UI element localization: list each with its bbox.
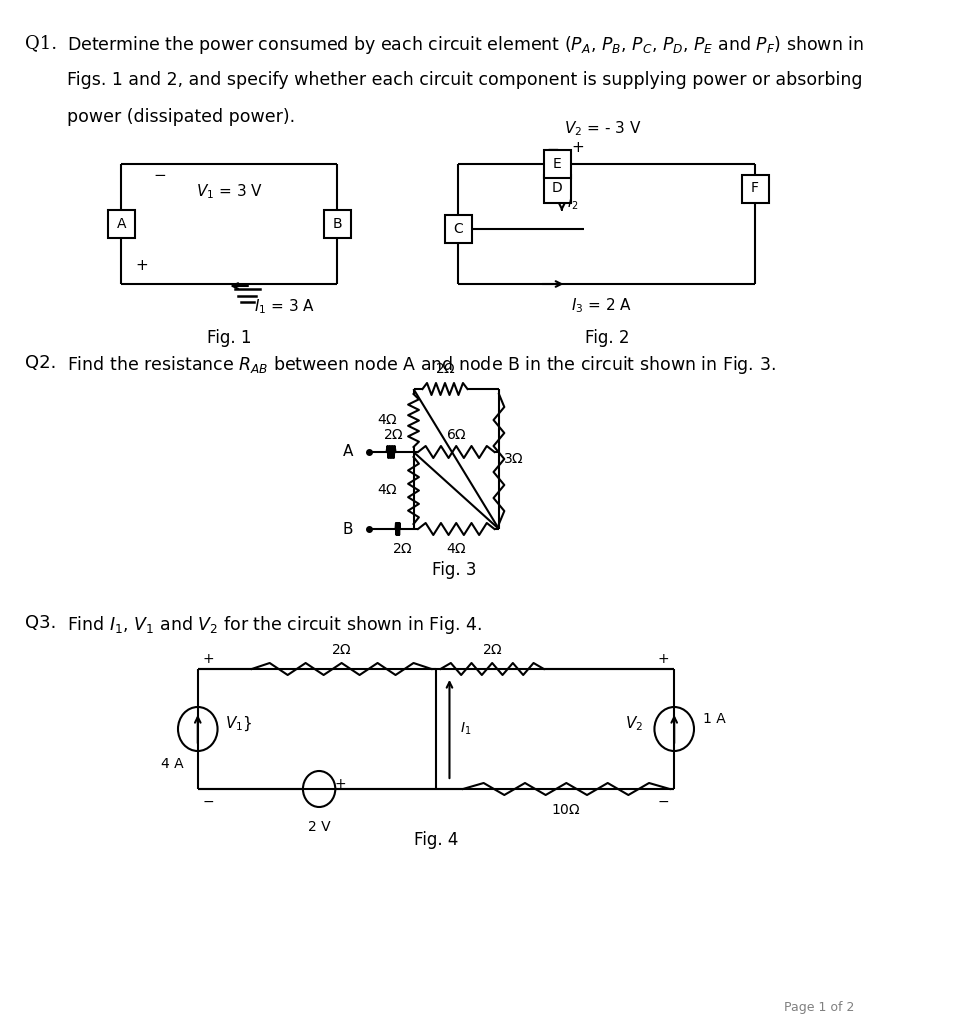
Bar bbox=[742, 174, 769, 203]
Text: $V_1$ = 3 V: $V_1$ = 3 V bbox=[196, 182, 263, 202]
Text: $+$: $+$ bbox=[658, 652, 670, 666]
Text: $V_2$ = - 3 V: $V_2$ = - 3 V bbox=[563, 120, 641, 138]
Text: Page 1 of 2: Page 1 of 2 bbox=[784, 1001, 854, 1014]
Bar bbox=[445, 215, 472, 243]
Bar bbox=[544, 150, 571, 178]
Bar bbox=[544, 174, 571, 203]
Text: 2$\Omega$: 2$\Omega$ bbox=[482, 643, 503, 657]
Text: 2$\Omega$: 2$\Omega$ bbox=[434, 362, 456, 376]
Text: $V_1 \}$: $V_1 \}$ bbox=[224, 715, 252, 733]
Text: 4$\Omega$: 4$\Omega$ bbox=[378, 483, 398, 498]
Text: Q1.: Q1. bbox=[25, 34, 58, 52]
Text: 2$\Omega$: 2$\Omega$ bbox=[383, 428, 404, 442]
Text: 3$\Omega$: 3$\Omega$ bbox=[504, 452, 524, 466]
Text: E: E bbox=[553, 157, 562, 171]
Text: $I_2$: $I_2$ bbox=[567, 196, 579, 212]
Text: 2$\Omega$: 2$\Omega$ bbox=[331, 643, 352, 657]
Text: Figs. 1 and 2, and specify whether each circuit component is supplying power or : Figs. 1 and 2, and specify whether each … bbox=[67, 71, 863, 89]
Text: Fig. 4: Fig. 4 bbox=[414, 831, 458, 849]
Text: $+$: $+$ bbox=[135, 258, 148, 273]
Text: power (dissipated power).: power (dissipated power). bbox=[67, 108, 296, 126]
Text: $-$: $-$ bbox=[202, 794, 215, 808]
Text: A: A bbox=[116, 217, 126, 231]
Text: Fig. 2: Fig. 2 bbox=[585, 329, 630, 347]
Text: $-$: $-$ bbox=[658, 794, 670, 808]
Text: $-$: $-$ bbox=[153, 167, 166, 181]
Text: Find the resistance $R_{AB}$ between node A and node B in the circuit shown in F: Find the resistance $R_{AB}$ between nod… bbox=[67, 354, 776, 376]
Text: $V_2$: $V_2$ bbox=[625, 715, 643, 733]
Text: B: B bbox=[343, 521, 353, 537]
Text: A: A bbox=[343, 444, 353, 460]
Text: Fig. 1: Fig. 1 bbox=[207, 329, 252, 347]
Text: Find $I_1$, $V_1$ and $V_2$ for the circuit shown in Fig. 4.: Find $I_1$, $V_1$ and $V_2$ for the circ… bbox=[67, 614, 483, 636]
Text: $I_1$ = 3 A: $I_1$ = 3 A bbox=[255, 298, 315, 316]
Text: B: B bbox=[332, 217, 342, 231]
Text: $+$: $+$ bbox=[334, 777, 346, 791]
Text: 2$\Omega$: 2$\Omega$ bbox=[391, 542, 413, 556]
Text: C: C bbox=[454, 222, 464, 236]
Text: $-$: $-$ bbox=[547, 139, 559, 155]
Text: Q2.: Q2. bbox=[25, 354, 57, 372]
Text: Fig. 3: Fig. 3 bbox=[431, 561, 476, 579]
Text: 4$\Omega$: 4$\Omega$ bbox=[378, 414, 398, 427]
Text: Q3.: Q3. bbox=[25, 614, 57, 632]
Text: $+$: $+$ bbox=[202, 652, 215, 666]
Bar bbox=[324, 210, 350, 238]
Text: 4$\Omega$: 4$\Omega$ bbox=[446, 542, 467, 556]
Text: 6$\Omega$: 6$\Omega$ bbox=[446, 428, 467, 442]
Text: 10$\Omega$: 10$\Omega$ bbox=[551, 803, 582, 817]
Text: 1 A: 1 A bbox=[703, 712, 726, 726]
Text: $+$: $+$ bbox=[572, 139, 585, 155]
Text: Determine the power consumed by each circuit element ($P_A$, $P_B$, $P_C$, $P_D$: Determine the power consumed by each cir… bbox=[67, 34, 865, 56]
Bar bbox=[108, 210, 135, 238]
Text: $I_3$ = 2 A: $I_3$ = 2 A bbox=[571, 297, 631, 315]
Text: D: D bbox=[552, 181, 563, 196]
Text: F: F bbox=[752, 181, 759, 196]
Text: 4 A: 4 A bbox=[161, 757, 183, 771]
Text: 2 V: 2 V bbox=[307, 820, 331, 834]
Text: $I_1$: $I_1$ bbox=[461, 721, 471, 737]
